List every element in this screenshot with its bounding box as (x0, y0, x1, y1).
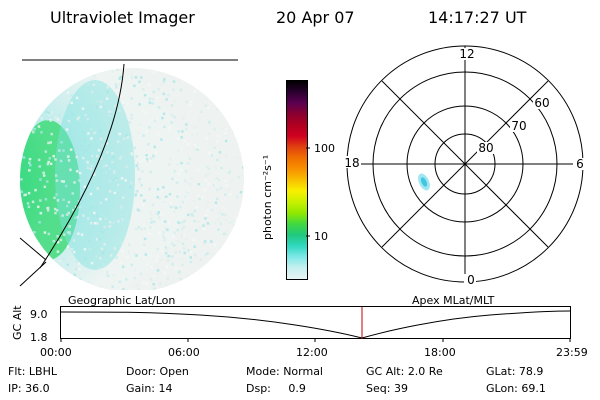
lat-label-80: 80 (478, 141, 493, 155)
mlt-label-12: 12 (459, 47, 474, 61)
timeline-x-tick-0600: 06:00 (168, 346, 200, 359)
timeline-y-tick-high: 9.0 (30, 308, 48, 321)
info-gc-alt: GC Alt: 2.0 Re (366, 365, 443, 378)
timeline-left-label: Geographic Lat/Lon (68, 294, 176, 307)
mlt-label-0: 0 (467, 273, 475, 287)
lat-label-60: 60 (534, 96, 549, 110)
mlt-label-6: 6 (576, 157, 584, 171)
colorbar-tick-10: 10 (314, 230, 328, 243)
info-door: Door: Open (126, 365, 189, 378)
info-ip: IP: 36.0 (8, 382, 50, 395)
timeline-x-tick-2359: 23:59 (556, 346, 588, 359)
info-gain: Gain: 14 (126, 382, 173, 395)
meridian-diag-2 (381, 80, 549, 248)
limb-line-lower (19, 261, 47, 287)
auroral-spot (418, 173, 430, 191)
timeline-ticks (60, 339, 571, 342)
info-flt: Flt: LBHL (8, 365, 57, 378)
terminator-curve (39, 63, 125, 269)
lat-label-70: 70 (511, 119, 526, 133)
earth-uv-image (19, 59, 244, 290)
altitude-timeline (60, 306, 571, 342)
info-glat: GLat: 78.9 (486, 365, 544, 378)
info-mode: Mode: Normal (246, 365, 323, 378)
timeline-x-tick-0000: 00:00 (40, 346, 72, 359)
info-seq: Seq: 39 (366, 382, 408, 395)
timeline-right-label: Apex MLat/MLT (412, 294, 495, 307)
timeline-y-tick-low: 1.8 (30, 331, 48, 344)
polar-grid: 12 6 0 18 60 70 80 (343, 45, 585, 287)
info-dsp: Dsp: 0.9 (246, 382, 306, 395)
limb-line (19, 237, 47, 261)
info-glon: GLon: 69.1 (486, 382, 546, 395)
mlt-label-18: 18 (344, 156, 359, 170)
altitude-curve (60, 310, 571, 339)
colorbar (286, 80, 308, 280)
instrument-title: Ultraviolet Imager (50, 8, 195, 27)
timeline-x-tick-1800: 18:00 (424, 346, 456, 359)
timeline-frame (60, 306, 571, 339)
timeline-x-tick-1200: 12:00 (296, 346, 328, 359)
observation-date: 20 Apr 07 (276, 8, 355, 27)
colorbar-tick-100: 100 (314, 142, 335, 155)
observation-time: 14:17:27 UT (428, 8, 527, 27)
timeline-y-axis-label: GC Alt (11, 305, 24, 340)
